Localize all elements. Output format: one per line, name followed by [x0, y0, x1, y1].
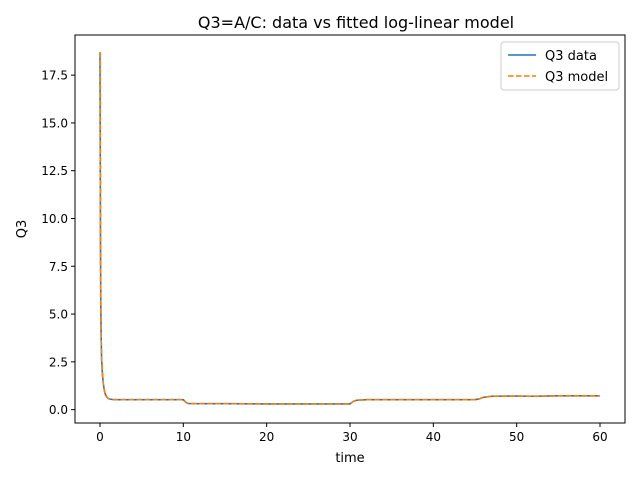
series-line-q3-model	[99, 52, 600, 405]
y-tick-label: 7.5	[49, 260, 68, 274]
x-tick-label: 0	[96, 430, 104, 444]
y-axis: 0.0 2.5 5.0 7.5 10.0 12.5 15.0 17.5	[41, 69, 75, 417]
y-tick-label: 5.0	[49, 308, 68, 322]
x-tick-label: 40	[426, 430, 441, 444]
x-tick-label: 10	[176, 430, 191, 444]
legend-box	[500, 41, 620, 91]
y-tick-label: 15.0	[41, 116, 68, 130]
x-tick-label: 50	[509, 430, 524, 444]
y-tick-label: 12.5	[41, 164, 68, 178]
x-axis-label: time	[335, 451, 364, 466]
y-tick-label: 10.0	[41, 212, 68, 226]
y-tick-label: 17.5	[41, 69, 68, 83]
legend-label-q3-data: Q3 data	[545, 49, 597, 64]
chart-title: Q3=A/C: data vs fitted log-linear model	[198, 13, 514, 32]
y-tick-label: 2.5	[49, 355, 68, 369]
y-tick-label: 0.0	[49, 403, 68, 417]
y-axis-label: Q3	[15, 220, 30, 239]
x-axis: 0 10 20 30 40 50 60	[96, 423, 608, 444]
x-tick-label: 20	[259, 430, 274, 444]
legend: Q3 data Q3 model	[500, 41, 620, 91]
legend-label-q3-model: Q3 model	[545, 70, 608, 85]
series-layer	[99, 52, 600, 405]
x-tick-label: 60	[592, 430, 607, 444]
x-tick-label: 30	[342, 430, 357, 444]
